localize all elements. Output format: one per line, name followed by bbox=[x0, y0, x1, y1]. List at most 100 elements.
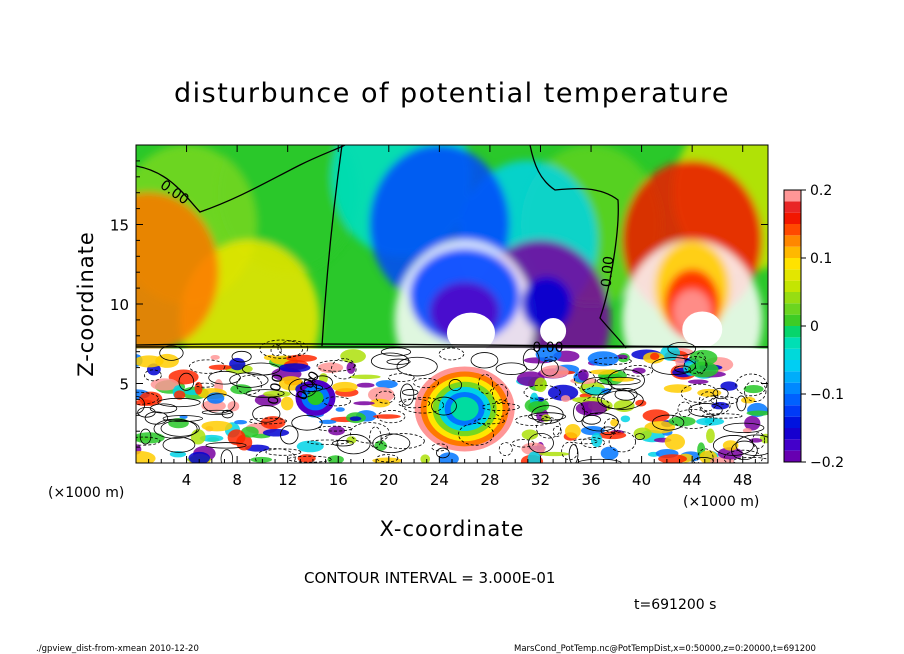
contour-loop bbox=[699, 395, 731, 416]
lower-field-cell bbox=[600, 446, 619, 460]
contour-loop bbox=[311, 375, 333, 390]
contour-loop bbox=[541, 359, 559, 377]
contour-loop bbox=[280, 425, 299, 445]
lower-field-cell bbox=[613, 399, 635, 413]
colorbar-tick-label: −0.2 bbox=[810, 455, 844, 471]
contour-loop bbox=[470, 352, 499, 369]
colorbar-segment bbox=[784, 303, 801, 315]
contour-loop bbox=[178, 372, 195, 391]
contour-loop bbox=[220, 449, 234, 463]
contour-loop bbox=[245, 389, 285, 398]
contour-loop bbox=[160, 419, 200, 437]
contour-loop bbox=[387, 373, 415, 382]
contour-loop bbox=[431, 396, 457, 416]
lower-field-cell bbox=[174, 390, 186, 400]
lower-field bbox=[136, 345, 768, 463]
contour-loop bbox=[401, 389, 419, 396]
x-tick-label: 16 bbox=[329, 471, 348, 489]
contour-loop bbox=[400, 383, 415, 406]
contour-loop bbox=[202, 393, 236, 414]
contour-loop bbox=[316, 360, 355, 372]
lower-field-cell bbox=[296, 440, 324, 453]
colorbar-segment bbox=[784, 292, 801, 304]
lower-field-cell bbox=[367, 386, 395, 403]
field-core bbox=[521, 276, 572, 332]
contour-loop bbox=[291, 415, 323, 431]
contour-loop bbox=[448, 379, 463, 392]
contour-loop bbox=[474, 417, 505, 425]
contour-loop bbox=[735, 373, 768, 397]
lower-field-cell bbox=[704, 418, 714, 424]
lower-field-cell bbox=[590, 432, 603, 448]
lower-field-cell bbox=[642, 409, 670, 423]
x-tick-label: 32 bbox=[531, 471, 550, 489]
x-tick-label: 48 bbox=[733, 471, 752, 489]
contour-loop bbox=[744, 380, 767, 402]
y-tick-label: 10 bbox=[110, 296, 129, 314]
contour-loop bbox=[231, 350, 252, 363]
contour-lines bbox=[136, 145, 768, 463]
colorbar-segment bbox=[784, 246, 801, 258]
colorbar-segment bbox=[784, 416, 801, 428]
lower-field-cell bbox=[372, 457, 402, 463]
lower-field-cell bbox=[689, 349, 718, 366]
lower-field-cell bbox=[743, 384, 764, 394]
contour-loop bbox=[623, 364, 654, 377]
lower-field-cell bbox=[521, 429, 539, 440]
contour-loop bbox=[162, 436, 196, 453]
contour-loop bbox=[153, 418, 198, 439]
lower-field-cell bbox=[741, 396, 756, 404]
lower-field-cell bbox=[687, 361, 719, 378]
lower-field-cell bbox=[706, 428, 715, 444]
lower-field-cell bbox=[633, 427, 652, 440]
colorbar-segment bbox=[784, 360, 801, 372]
contour-loop bbox=[528, 412, 567, 421]
contour-loop bbox=[531, 405, 564, 424]
contour-loop bbox=[694, 351, 707, 375]
lower-field-cell bbox=[373, 414, 401, 419]
lower-field-cell bbox=[234, 420, 248, 425]
lower-field-cell bbox=[327, 455, 344, 463]
contour-loop bbox=[236, 374, 263, 395]
lower-field-cell bbox=[611, 377, 635, 382]
contour-loop bbox=[581, 377, 613, 396]
lower-field-cell bbox=[534, 377, 547, 393]
contour-loop bbox=[205, 442, 247, 449]
contour-loop bbox=[376, 454, 399, 463]
y-tick-label: 15 bbox=[110, 217, 129, 235]
contour-loop bbox=[514, 414, 553, 426]
colorbar-segment bbox=[784, 326, 801, 338]
lower-field-cell bbox=[635, 399, 647, 407]
contour-loop bbox=[307, 439, 349, 445]
lower-field-cell bbox=[697, 388, 722, 397]
lower-field-cell bbox=[374, 440, 387, 451]
contour-loop bbox=[413, 377, 439, 389]
lower-field-cell bbox=[438, 452, 459, 463]
y-axis: 5 10 15 bbox=[110, 160, 768, 448]
zero-contour bbox=[136, 145, 346, 213]
x-tick-label: 28 bbox=[480, 471, 499, 489]
lower-field-cell bbox=[650, 352, 660, 360]
lower-field-cell bbox=[194, 381, 203, 395]
lower-field-cell bbox=[620, 415, 631, 423]
y-axis-label: Z-coordinate bbox=[74, 231, 98, 377]
contour-loop bbox=[265, 448, 302, 456]
contour-loop bbox=[159, 345, 184, 361]
contour-loop bbox=[600, 390, 644, 410]
contour-loop bbox=[574, 370, 596, 390]
contour-loop bbox=[144, 411, 169, 425]
chart-title: disturbunce of potential temperature bbox=[174, 78, 730, 109]
contour-loop bbox=[377, 409, 406, 424]
contour-loop bbox=[634, 433, 645, 440]
contour-loop bbox=[495, 362, 528, 375]
contour-loop bbox=[436, 447, 450, 459]
contour-loop bbox=[712, 387, 729, 400]
contour-loop bbox=[139, 428, 152, 445]
lower-field-cell bbox=[227, 401, 240, 412]
contour-loop bbox=[608, 431, 636, 453]
x-axis: 4 8 12 16 20 24 28 32 36 40 44 48 bbox=[148, 145, 756, 489]
contour-loop bbox=[568, 444, 579, 463]
field-blob bbox=[136, 192, 219, 353]
lower-field-cell bbox=[547, 384, 579, 401]
